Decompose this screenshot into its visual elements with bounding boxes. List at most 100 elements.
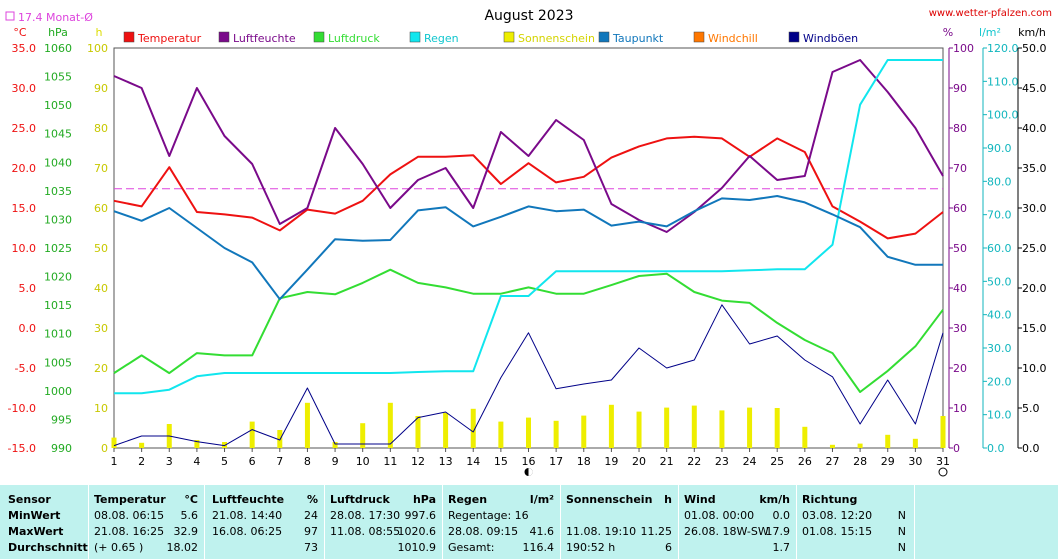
- tick-label-sun: 0: [101, 442, 108, 455]
- legend-swatch: [503, 31, 515, 43]
- tick-label-rain: 20.0: [987, 375, 1012, 388]
- legend-label: Regen: [424, 32, 459, 45]
- tick-label-rain: 0.0: [987, 442, 1005, 455]
- axis-unit-rain: l/m²: [979, 26, 1001, 39]
- min-humidity-time: 21.08. 14:40: [212, 509, 283, 522]
- moon-phase-icon: [528, 468, 533, 476]
- sunshine-bar: [304, 402, 310, 448]
- avg-humidity-value: 73: [304, 541, 318, 554]
- tick-label-percent: 10: [953, 402, 967, 415]
- tick-label-temp: 35.0: [12, 42, 37, 55]
- stats-header-wind-unit: km/h: [759, 493, 790, 506]
- max-humidity-value: 97: [304, 525, 318, 538]
- sunshine-bar: [691, 405, 697, 448]
- stats-header-temperature: Temperatur: [94, 493, 166, 506]
- stats-header-humidity-unit: %: [306, 493, 318, 506]
- stats-header-sensor: Sensor: [8, 493, 51, 506]
- tick-label-rain: 90.0: [987, 142, 1012, 155]
- tick-label-pressure: 1030: [44, 213, 72, 226]
- x-tick-label: 9: [332, 455, 339, 468]
- stats-header-pressure-unit: hPa: [412, 493, 436, 506]
- tick-label-rain: 30.0: [987, 342, 1012, 355]
- tick-label-temp: 25.0: [12, 122, 37, 135]
- max-direction-time: 01.08. 15:15: [802, 525, 873, 538]
- tick-label-pressure: 1050: [44, 99, 72, 112]
- legend-swatch: [123, 31, 135, 43]
- x-tick-label: 30: [908, 455, 922, 468]
- avg-pressure-value: 1010.9: [397, 541, 437, 554]
- tick-label-pressure: 1025: [44, 242, 72, 255]
- monthly-average-swatch: [5, 11, 15, 21]
- table-divider: [678, 485, 679, 559]
- stats-row-label-max: MaxWert: [8, 525, 64, 538]
- min-wind-time: 01.08. 00:00: [684, 509, 755, 522]
- sunshine-bar: [553, 420, 559, 448]
- series-line-taupunkt: [113, 195, 943, 301]
- min-direction-time: 03.08. 12:20: [802, 509, 873, 522]
- plot-frame: [113, 47, 944, 449]
- sunshine-bar: [360, 423, 366, 448]
- tick-label-wind: 0.0: [1022, 442, 1040, 455]
- sunshine-bar: [194, 440, 200, 448]
- avg-direction-value: N: [897, 541, 906, 554]
- sunshine-bar: [443, 412, 449, 448]
- x-tick-label: 8: [304, 455, 311, 468]
- tick-label-temp: 20.0: [12, 162, 37, 175]
- tick-label-pressure: 1005: [44, 356, 72, 369]
- max-wind-value: 17.9: [765, 525, 791, 538]
- sunshine-bar: [139, 442, 145, 448]
- min-temp-value: 5.6: [180, 509, 199, 522]
- stats-header-temperature-unit: °C: [184, 493, 198, 506]
- tick-label-pressure: 1015: [44, 299, 72, 312]
- sunshine-bar: [111, 437, 117, 448]
- max-sun-value: 11.25: [640, 525, 673, 538]
- sunshine-bar: [498, 421, 504, 448]
- tick-label-temp: 5.0: [19, 282, 37, 295]
- max-humidity-time: 16.08. 06:25: [212, 525, 283, 538]
- tick-label-pressure: 990: [51, 442, 72, 455]
- min-pressure-value: 997.6: [404, 509, 437, 522]
- axis-unit-percent: %: [943, 26, 953, 39]
- sunshine-bar: [636, 411, 642, 448]
- sunshine-bar: [222, 442, 228, 448]
- tick-label-rain: 120.0: [987, 42, 1019, 55]
- tick-label-wind: 20.0: [1022, 282, 1047, 295]
- tick-label-pressure: 1010: [44, 328, 72, 341]
- tick-label-sun: 80: [94, 122, 108, 135]
- legend-swatch: [313, 31, 325, 43]
- table-divider: [88, 485, 89, 559]
- tick-label-rain: 40.0: [987, 309, 1012, 322]
- tick-label-sun: 30: [94, 322, 108, 335]
- table-divider: [560, 485, 561, 559]
- axis-unit-sun: h: [96, 26, 103, 39]
- tick-label-pressure: 1040: [44, 156, 72, 169]
- tick-label-sun: 40: [94, 282, 108, 295]
- x-tick-label: 15: [494, 455, 508, 468]
- tick-label-rain: 10.0: [987, 409, 1012, 422]
- x-tick-label: 19: [604, 455, 618, 468]
- sunshine-bar: [885, 434, 891, 448]
- monthly-average-label: 17.4 Monat-Ø: [18, 11, 93, 24]
- stats-header-direction: Richtung: [802, 493, 858, 506]
- x-tick-label: 24: [743, 455, 757, 468]
- stats-header-sunshine: Sonnenschein: [566, 493, 653, 506]
- stats-row-label-min: MinWert: [8, 509, 61, 522]
- min-humidity-value: 24: [304, 509, 318, 522]
- sunshine-bar: [829, 444, 835, 448]
- x-tick-label: 27: [825, 455, 839, 468]
- tick-label-percent: 90: [953, 82, 967, 95]
- table-divider: [796, 485, 797, 559]
- tick-label-percent: 100: [953, 42, 974, 55]
- legend-swatch: [693, 31, 705, 43]
- tick-label-pressure: 1000: [44, 385, 72, 398]
- sunshine-bar: [581, 415, 587, 448]
- tick-label-rain: 50.0: [987, 275, 1012, 288]
- tick-label-percent: 40: [953, 282, 967, 295]
- tick-label-temp: 15.0: [12, 202, 37, 215]
- sunshine-bar: [719, 410, 725, 448]
- tick-label-wind: 35.0: [1022, 162, 1047, 175]
- tick-label-temp: -5.0: [15, 362, 36, 375]
- stats-row-label-avg: Durchschnitt: [8, 541, 88, 554]
- tick-label-pressure: 1035: [44, 185, 72, 198]
- tick-label-percent: 80: [953, 122, 967, 135]
